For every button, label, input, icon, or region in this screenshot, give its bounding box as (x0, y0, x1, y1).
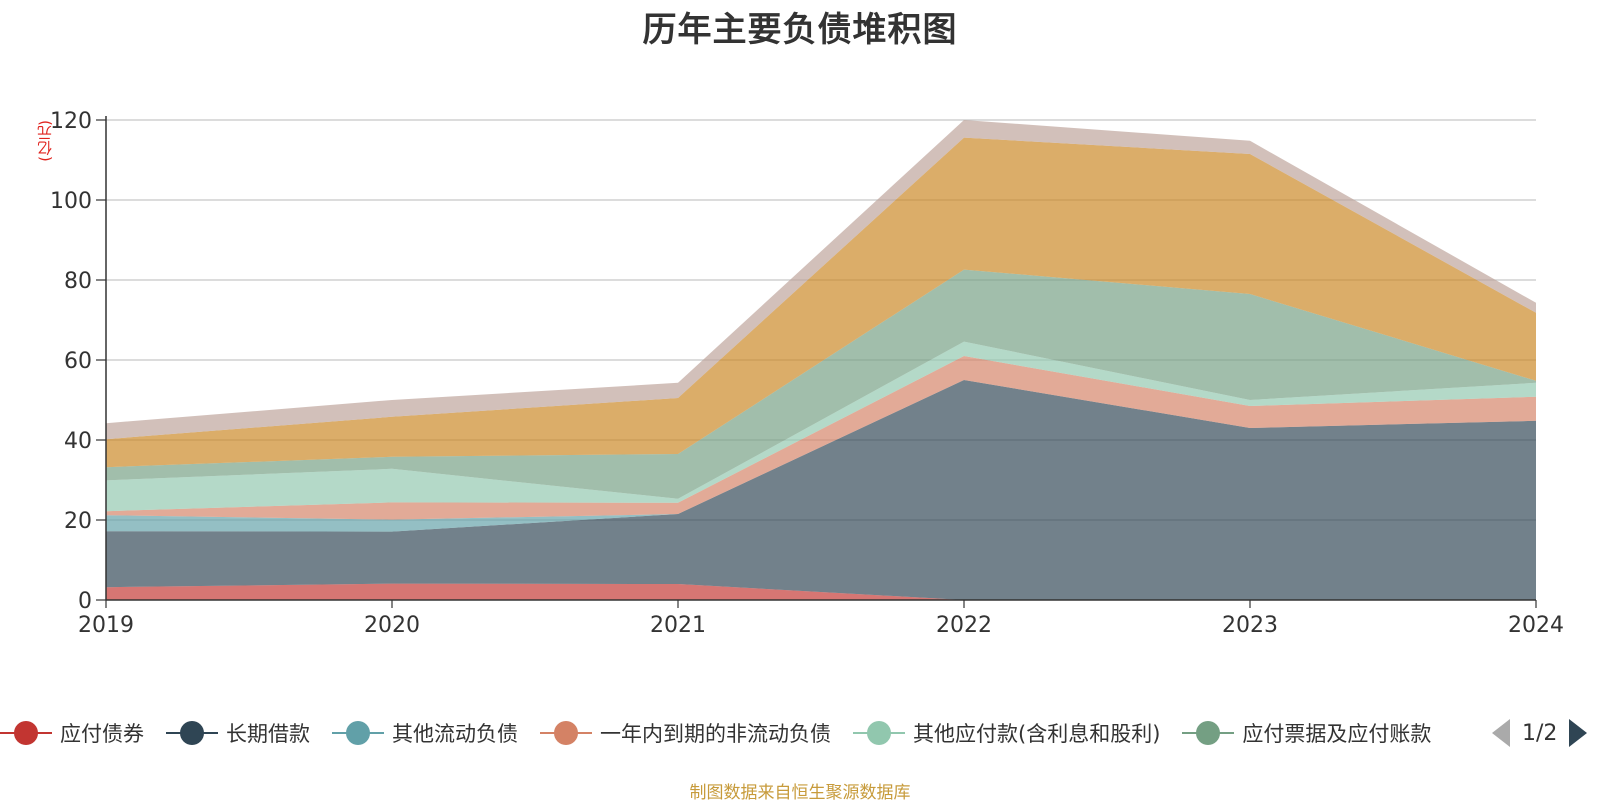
x-tick-label: 2019 (78, 613, 134, 638)
legend-page-indicator: 1/2 (1522, 720, 1558, 746)
legend-item[interactable]: 其他应付款(含利息和股利) (853, 718, 1160, 748)
legend-pager: 1/2 (1486, 716, 1600, 750)
legend-label: 其他流动负债 (392, 722, 518, 746)
legend: 应付债券 长期借款 其他流动负债 一年内到期的非流动负债 其他应付款(含利息和股利) 应付… (0, 716, 1482, 750)
y-tick-label: 100 (50, 189, 92, 214)
legend-swatch-icon (0, 721, 52, 745)
legend-item[interactable]: 应付债券 (0, 718, 144, 748)
legend-item[interactable]: 长期借款 (166, 718, 310, 748)
legend-label: 一年内到期的非流动负债 (600, 722, 831, 746)
x-tick-label: 2024 (1508, 613, 1564, 638)
legend-swatch-icon (1182, 721, 1235, 745)
y-tick-label: 80 (64, 269, 92, 294)
stacked-area-chart: 0 20 40 60 80 100 120 2019 2020 2021 2022 2023 2024 (50, 109, 1564, 638)
legend-swatch-icon (540, 721, 592, 745)
legend-swatch-icon (853, 721, 905, 745)
legend-label: 应付票据及应付账款 (1242, 722, 1432, 746)
legend-label: 其他应付款(含利息和股利) (913, 722, 1161, 746)
area-series-1 (106, 583, 1536, 600)
area-series-2 (106, 380, 1536, 600)
legend-swatch-icon (332, 721, 384, 745)
y-tick-label: 120 (50, 109, 92, 134)
legend-label: 应付债券 (60, 722, 144, 746)
y-tick-label: 60 (64, 349, 92, 374)
y-tick-label: 40 (64, 429, 92, 454)
legend-next-page-icon[interactable] (1569, 719, 1588, 747)
legend-swatch-icon (166, 721, 218, 745)
y-axis-unit-label: (亿元) (36, 120, 54, 162)
legend-prev-page-icon[interactable] (1492, 719, 1510, 747)
area-series-4 (106, 356, 1536, 520)
y-tick-label: 20 (64, 509, 92, 534)
x-tick-label: 2020 (364, 613, 420, 638)
area-series-6 (106, 269, 1536, 499)
area-series-5 (106, 341, 1536, 512)
legend-item[interactable]: 应付票据及应付账款 (1182, 718, 1431, 748)
chart-title: 历年主要负债堆积图 (642, 10, 958, 50)
area-series-7 (106, 137, 1536, 468)
x-tick-label: 2022 (936, 613, 992, 638)
x-tick-label: 2023 (1222, 613, 1278, 638)
y-tick-label: 0 (78, 589, 92, 614)
legend-item[interactable]: 其他流动负债 (332, 718, 518, 748)
legend-item[interactable]: 一年内到期的非流动负债 (540, 718, 831, 748)
x-tick-label: 2021 (650, 613, 706, 638)
data-source-note: 制图数据来自恒生聚源数据库 (689, 783, 911, 803)
legend-label: 长期借款 (226, 722, 310, 746)
